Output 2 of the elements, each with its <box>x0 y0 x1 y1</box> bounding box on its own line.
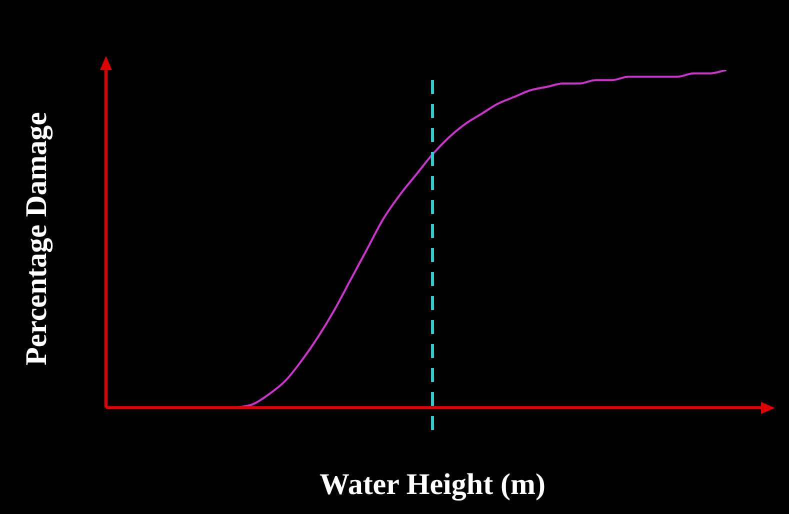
x-axis-title: Water Height (m) <box>319 468 546 501</box>
y-axis-title: Percentage Damage <box>20 112 53 366</box>
